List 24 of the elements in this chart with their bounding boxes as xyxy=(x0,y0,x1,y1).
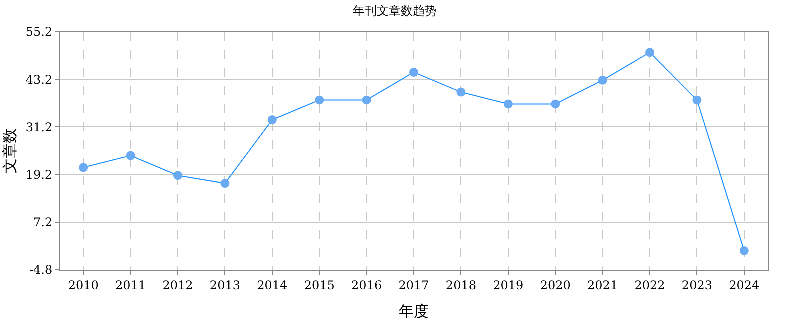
y-tick-label: 43.2 xyxy=(26,72,53,87)
x-tick-label: 2016 xyxy=(352,278,382,292)
x-tick-label: 2015 xyxy=(304,278,335,292)
x-axis-title: 年度 xyxy=(399,302,429,320)
x-tick-label: 2020 xyxy=(540,278,571,292)
x-tick-label: 2022 xyxy=(634,278,666,292)
y-tick-label: 19.2 xyxy=(26,168,53,182)
x-tick-label: 2021 xyxy=(588,278,618,292)
x-tick-label: 2014 xyxy=(257,278,288,292)
x-tick-label: 2019 xyxy=(493,278,524,292)
chart-title: 年刊文章数趋势 xyxy=(353,4,437,18)
y-axis-title: 文章数 xyxy=(1,128,20,174)
x-tick-label: 2011 xyxy=(116,278,146,292)
x-tick-label: 2010 xyxy=(68,278,99,292)
y-tick-label: 55.2 xyxy=(26,25,53,40)
x-tick-label: 2017 xyxy=(398,278,430,292)
x-tick-label: 2018 xyxy=(446,278,476,292)
y-tick-label: 7.2 xyxy=(34,216,53,230)
x-tick-label: 2012 xyxy=(162,278,194,292)
x-tick-label: 2023 xyxy=(682,278,712,292)
y-tick-label: 31.2 xyxy=(26,120,53,134)
x-tick-label: 2024 xyxy=(729,278,760,292)
y-tick-label: -4.8 xyxy=(29,263,53,278)
x-tick-label: 2013 xyxy=(210,278,240,292)
